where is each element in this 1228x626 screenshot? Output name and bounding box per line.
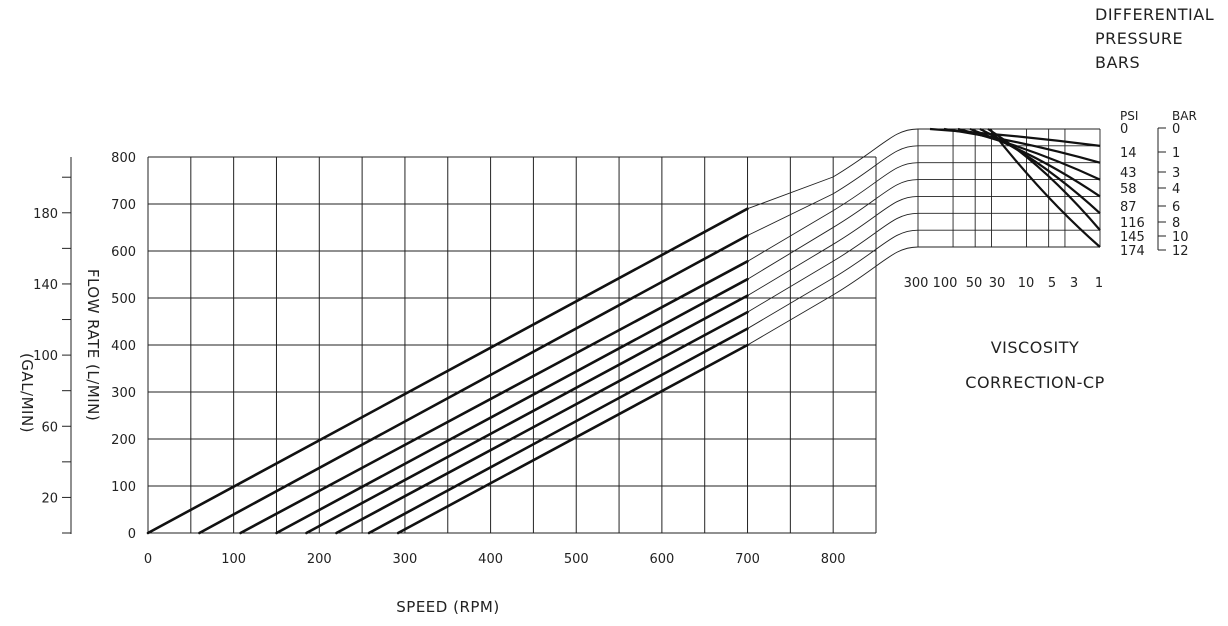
pressure-curve xyxy=(989,128,1101,248)
viscosity-tick-label: 5 xyxy=(1048,276,1056,291)
y2-axis-label: (GAL/MIN) xyxy=(18,353,36,433)
viscosity-tick-label: 10 xyxy=(1018,276,1035,291)
pressure-title-line3: BARS xyxy=(1095,53,1140,72)
psi-value-label: 58 xyxy=(1120,182,1137,197)
bar-value-label: 6 xyxy=(1172,200,1180,215)
viscosity-tick-label: 3 xyxy=(1070,276,1078,291)
pressure-curve xyxy=(987,128,1101,231)
pressure-title-line2: PRESSURE xyxy=(1095,29,1183,48)
series-line xyxy=(335,310,749,535)
x-tick-label: 300 xyxy=(393,552,418,567)
viscosity-tick-label: 300 xyxy=(904,276,929,291)
x-axis-label: SPEED (RPM) xyxy=(396,598,499,616)
viscosity-tick-label: 100 xyxy=(933,276,958,291)
pressure-curve xyxy=(943,127,1101,164)
x-tick-label: 400 xyxy=(478,552,503,567)
psi-value-label: 14 xyxy=(1120,146,1137,161)
x-tick-label: 100 xyxy=(221,552,246,567)
y-axis-label: FLOW RATE (L/MIN) xyxy=(84,269,102,421)
connector-curve xyxy=(747,162,919,262)
y-tick-label: 400 xyxy=(111,339,136,354)
y-tick-label: 700 xyxy=(111,198,136,213)
viscosity-title-line1: VISCOSITY xyxy=(991,338,1080,357)
psi-value-label: 116 xyxy=(1120,216,1145,231)
viscosity-grid xyxy=(917,128,1101,248)
viscosity-tick-label: 50 xyxy=(966,276,983,291)
x-tick-label: 700 xyxy=(735,552,760,567)
pressure-title-line1: DIFFERENTIAL xyxy=(1095,5,1214,24)
pressure-curve xyxy=(979,128,1101,215)
connector-curve xyxy=(747,179,919,280)
bar-value-label: 4 xyxy=(1172,182,1180,197)
main-grid xyxy=(62,156,877,534)
psi-value-label: 43 xyxy=(1120,166,1137,181)
y-tick-label: 600 xyxy=(111,245,136,260)
y2-tick-label: 100 xyxy=(33,349,58,364)
connector-curve xyxy=(747,128,919,210)
bar-value-label: 8 xyxy=(1172,216,1180,231)
x-tick-label: 600 xyxy=(649,552,674,567)
bar-value-label: 3 xyxy=(1172,166,1180,181)
series-line xyxy=(396,343,749,535)
viscosity-tick-label: 30 xyxy=(989,276,1006,291)
bar-header: BAR xyxy=(1172,109,1197,123)
connector-curve xyxy=(747,229,919,329)
y-tick-label: 800 xyxy=(111,151,136,166)
y2-tick-label: 20 xyxy=(41,491,58,506)
y-tick-label: 500 xyxy=(111,292,136,307)
series-line xyxy=(146,207,749,535)
psi-value-label: 174 xyxy=(1120,244,1145,259)
y-tick-label: 300 xyxy=(111,386,136,401)
series-line xyxy=(367,327,749,535)
psi-value-label: 145 xyxy=(1120,230,1145,245)
bar-value-label: 1 xyxy=(1172,146,1180,161)
y-tick-label: 100 xyxy=(111,480,136,495)
x-tick-label: 200 xyxy=(307,552,332,567)
x-tick-label: 0 xyxy=(144,552,152,567)
connector-curve xyxy=(747,212,919,313)
psi-header: PSI xyxy=(1120,109,1138,123)
connector-curve xyxy=(747,246,919,346)
series-line xyxy=(275,277,749,535)
pressure-grid xyxy=(929,127,1166,251)
viscosity-tick-label: 1 xyxy=(1095,276,1103,291)
connector-curves xyxy=(747,128,919,346)
tick-labels: 0 100 200 300 400 500 600 700 800010020030040050… xyxy=(33,122,1188,567)
bar-value-label: 12 xyxy=(1172,244,1189,259)
y-tick-label: 200 xyxy=(111,433,136,448)
pressure-curve xyxy=(969,127,1101,198)
connector-curve xyxy=(747,195,919,297)
x-tick-label: 500 xyxy=(564,552,589,567)
y2-tick-label: 140 xyxy=(33,278,58,293)
series-line xyxy=(239,260,749,535)
series-line xyxy=(305,294,749,535)
y-tick-label: 0 xyxy=(128,527,136,542)
viscosity-title-line2: CORRECTION-CP xyxy=(965,373,1104,392)
y2-tick-label: 180 xyxy=(33,207,58,222)
bar-value-label: 0 xyxy=(1172,122,1180,137)
series-lines xyxy=(146,207,749,535)
connector-curve xyxy=(747,145,919,236)
x-tick-label: 800 xyxy=(821,552,846,567)
psi-value-label: 87 xyxy=(1120,200,1137,215)
pressure-curve xyxy=(957,127,1101,181)
psi-value-label: 0 xyxy=(1120,122,1128,137)
bar-value-label: 10 xyxy=(1172,230,1189,245)
series-line xyxy=(198,234,749,535)
y2-tick-label: 60 xyxy=(41,420,58,435)
